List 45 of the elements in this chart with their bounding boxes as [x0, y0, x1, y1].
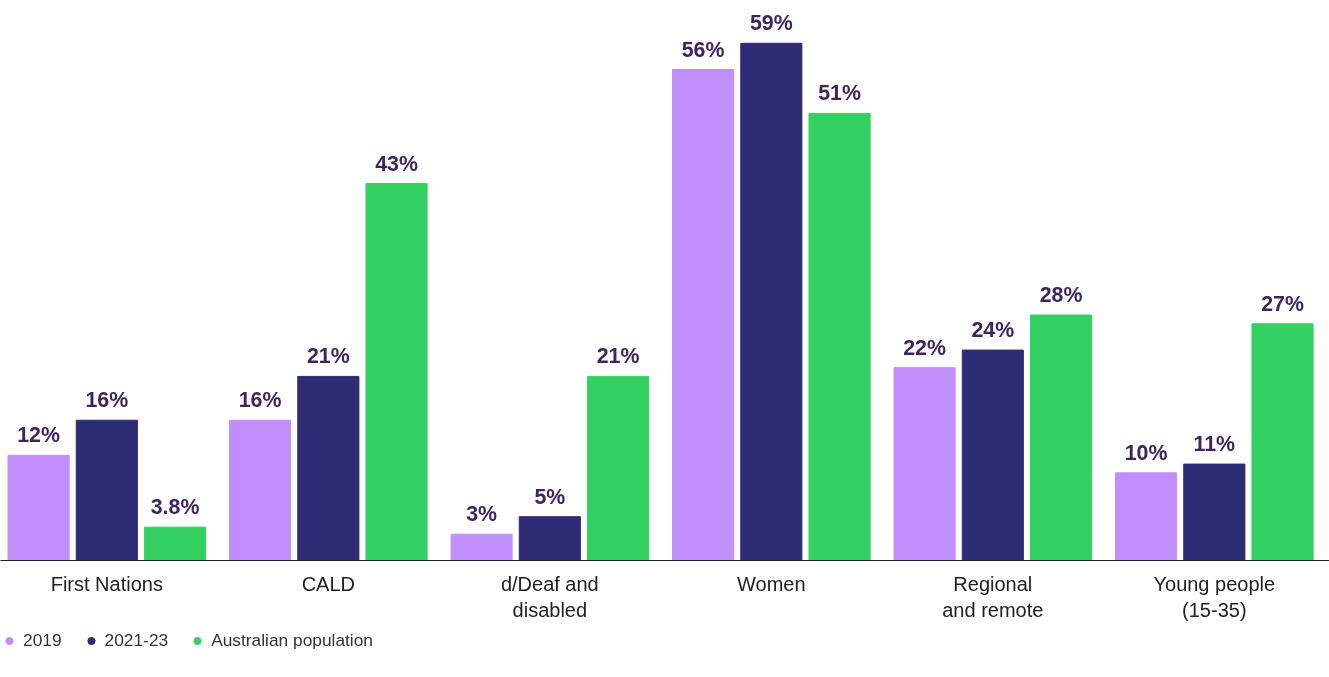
bar: [1183, 463, 1246, 561]
bar: [297, 375, 360, 561]
bar: [1029, 314, 1093, 561]
bar: [75, 419, 138, 561]
bar: [365, 183, 428, 561]
x-tick-label: First Nations: [50, 572, 163, 595]
data-label: 51%: [818, 81, 861, 106]
bar: [450, 533, 513, 561]
bar: [961, 349, 1024, 561]
bar: [893, 367, 956, 561]
data-label: 56%: [681, 37, 725, 62]
data-label: 28%: [1039, 283, 1083, 308]
data-label: 10%: [1124, 440, 1168, 465]
x-tick-label: Women: [737, 572, 806, 595]
data-label: 3.8%: [150, 495, 200, 520]
bar: [1115, 472, 1178, 561]
legend-label: 2019: [23, 629, 62, 651]
bar: [7, 454, 70, 561]
data-label: 11%: [1193, 432, 1236, 457]
x-tick-label: Regional and remote: [942, 572, 1044, 621]
data-label: 16%: [238, 388, 282, 413]
bar: [672, 69, 735, 561]
data-label: 27%: [1261, 291, 1304, 316]
data-label: 5%: [534, 484, 566, 509]
data-label: 21%: [306, 344, 350, 369]
x-tick-label: CALD: [301, 572, 355, 595]
bar: [740, 42, 803, 561]
legend-label: 2021-23: [104, 629, 169, 651]
data-label: 24%: [971, 318, 1015, 343]
x-tick-label: Young people (15-35): [1153, 572, 1276, 621]
bar: [518, 516, 581, 561]
bar: [143, 526, 207, 561]
bar: [1251, 323, 1314, 561]
legend-label: Australian population: [211, 629, 373, 651]
bar: [586, 375, 650, 561]
data-label: 59%: [749, 11, 793, 36]
data-label: 21%: [596, 344, 640, 369]
bar: [229, 419, 292, 561]
data-label: 12%: [17, 423, 60, 448]
x-tick-label: d/Deaf and disabled: [500, 572, 599, 621]
data-label: 16%: [85, 388, 129, 413]
bar: [808, 112, 871, 561]
data-label: 3%: [466, 502, 498, 527]
data-label: 43%: [375, 151, 418, 176]
data-label: 22%: [903, 335, 946, 360]
